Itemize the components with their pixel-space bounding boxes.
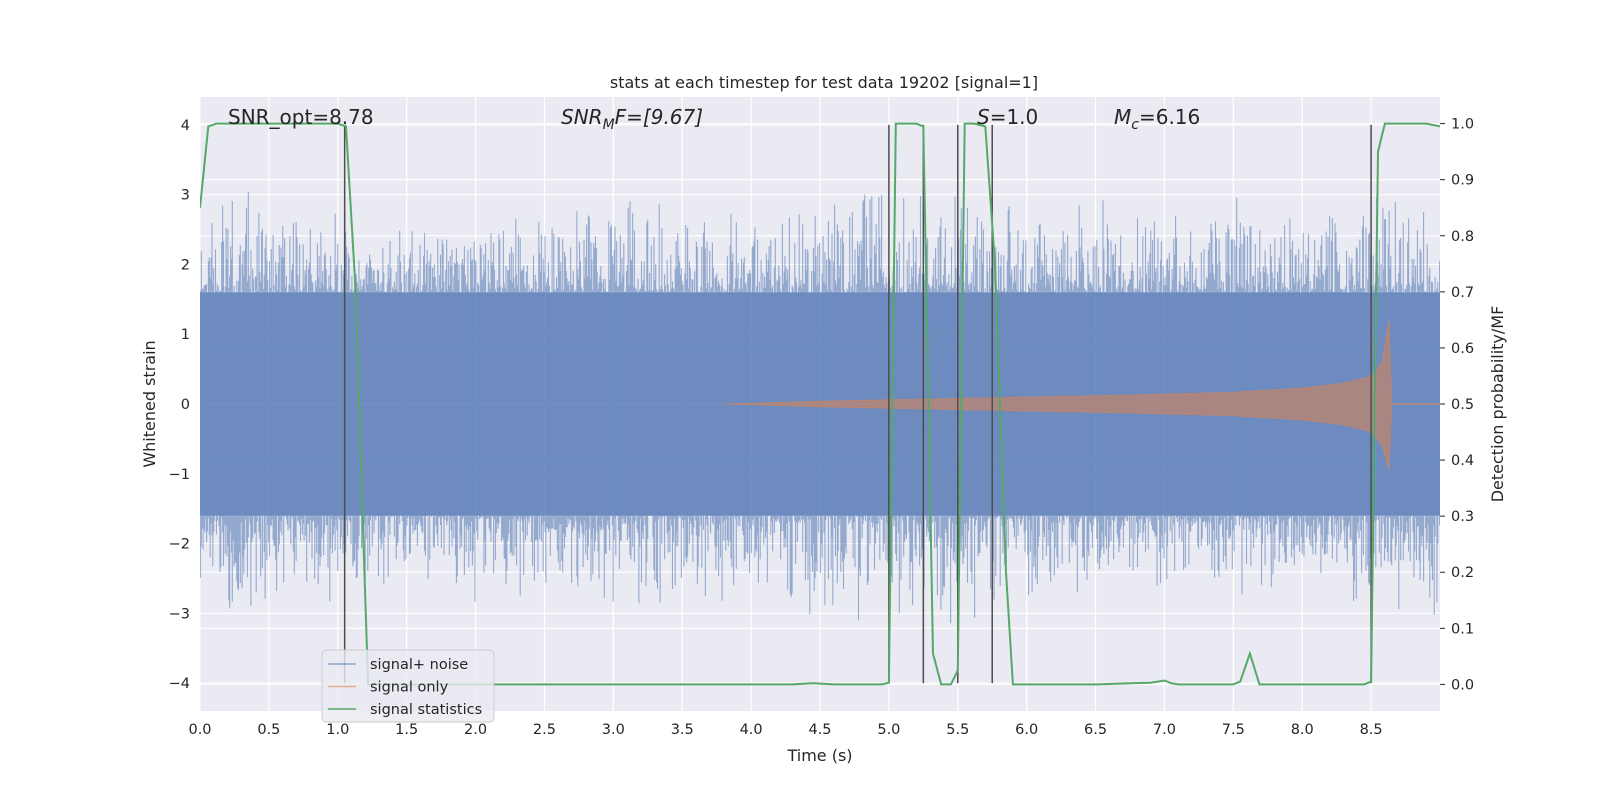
y-tick-label-right: 0.9 — [1451, 173, 1474, 189]
x-axis-label: Time (s) — [786, 746, 852, 765]
y-tick-label-right: 0.1 — [1451, 621, 1474, 637]
x-tick-label: 8.0 — [1291, 722, 1314, 738]
y-tick-labels-right: 0.0 0.1 0.2 0.3 0.4 0.5 0.6 0.7 0.8 0.9 1.0 — [1440, 117, 1474, 693]
x-tick-label: 5.5 — [946, 722, 969, 738]
x-tick-label: 5.0 — [877, 722, 900, 738]
y-tick-label-left: −2 — [169, 537, 190, 553]
plot-area: 0.0 0.5 1.0 1.5 2.0 2.5 3.0 3.5 4.0 4.5 5.0 5.5 6.0 6… — [140, 97, 1507, 765]
chart-title: stats at each timestep for test data 192… — [610, 73, 1038, 92]
y-tick-label-right: 0.7 — [1451, 285, 1474, 301]
series-signal-statistics — [200, 122, 1440, 686]
y-tick-label-left: 1 — [181, 327, 190, 343]
snr-mf-f: F=[9.67] — [615, 105, 703, 129]
y-axis-label-right: Detection probability/MF — [1488, 306, 1507, 503]
annotation-mc-value: =6.16 — [1139, 105, 1200, 129]
y-tick-label-left: 0 — [181, 397, 190, 413]
x-tick-label: 3.0 — [602, 722, 625, 738]
annotation-s-label: S — [977, 105, 990, 129]
y-tick-label-left: 3 — [181, 188, 190, 204]
x-tick-label: 6.5 — [1084, 722, 1107, 738]
annotation-mc: Mc=6.16 — [1114, 105, 1200, 133]
y-tick-label-right: 0.5 — [1451, 397, 1474, 413]
y-tick-label-right: 0.0 — [1451, 677, 1474, 693]
y-axis-label-left: Whitened strain — [140, 340, 159, 467]
annotation-mc-sub: c — [1131, 117, 1139, 133]
x-tick-label: 7.0 — [1153, 722, 1176, 738]
annotation-s: S=1.0 — [977, 105, 1038, 129]
y-tick-label-right: 1.0 — [1451, 117, 1474, 133]
x-tick-labels: 0.0 0.5 1.0 1.5 2.0 2.5 3.0 3.5 4.0 4.5 5.0 5.5 6.0 6… — [188, 722, 1382, 738]
legend-label: signal+ noise — [370, 657, 468, 673]
x-tick-label: 2.0 — [464, 722, 487, 738]
y-tick-label-left: −3 — [169, 606, 190, 622]
y-tick-label-left: 4 — [181, 118, 190, 134]
snr-mf-sub: M — [603, 117, 615, 133]
y-tick-label-left: −1 — [169, 467, 190, 483]
y-tick-label-left: −4 — [169, 676, 190, 692]
x-tick-label: 3.5 — [671, 722, 694, 738]
annotation-mc-label: M — [1114, 105, 1131, 129]
annotation-s-value: =1.0 — [990, 105, 1039, 129]
y-tick-label-right: 0.2 — [1451, 565, 1474, 581]
series-signal-only — [723, 320, 1440, 471]
x-tick-label: 0.5 — [257, 722, 280, 738]
x-tick-label: 1.0 — [326, 722, 349, 738]
snr-mf-rest: F=[9.67] — [615, 105, 703, 129]
legend-label: signal statistics — [370, 702, 482, 718]
annotation-snr-mf: SNRMF=[9.67] — [561, 105, 703, 133]
x-tick-label: 2.5 — [533, 722, 556, 738]
legend-label: signal only — [370, 680, 449, 696]
y-tick-label-right: 0.4 — [1451, 453, 1474, 469]
y-tick-labels-left: −4 −3 −2 −1 0 1 2 3 4 — [169, 118, 190, 692]
x-tick-label: 7.5 — [1222, 722, 1245, 738]
y-tick-label-right: 0.6 — [1451, 341, 1474, 357]
y-tick-label-right: 0.3 — [1451, 509, 1474, 525]
snr-mf-prefix: SNR — [561, 105, 603, 129]
x-tick-label: 0.0 — [188, 722, 211, 738]
x-tick-label: 1.5 — [395, 722, 418, 738]
y-tick-label-left: 2 — [181, 257, 190, 273]
legend: signal+ noise signal only signal statistic… — [321, 649, 495, 723]
x-tick-label: 8.5 — [1360, 722, 1383, 738]
x-tick-label: 6.0 — [1015, 722, 1038, 738]
y-tick-label-right: 0.8 — [1451, 229, 1474, 245]
x-tick-label: 4.0 — [740, 722, 763, 738]
annotation-snr-opt: SNR_opt=8.78 — [228, 105, 374, 129]
legend-box — [321, 649, 495, 723]
x-tick-label: 4.5 — [808, 722, 831, 738]
